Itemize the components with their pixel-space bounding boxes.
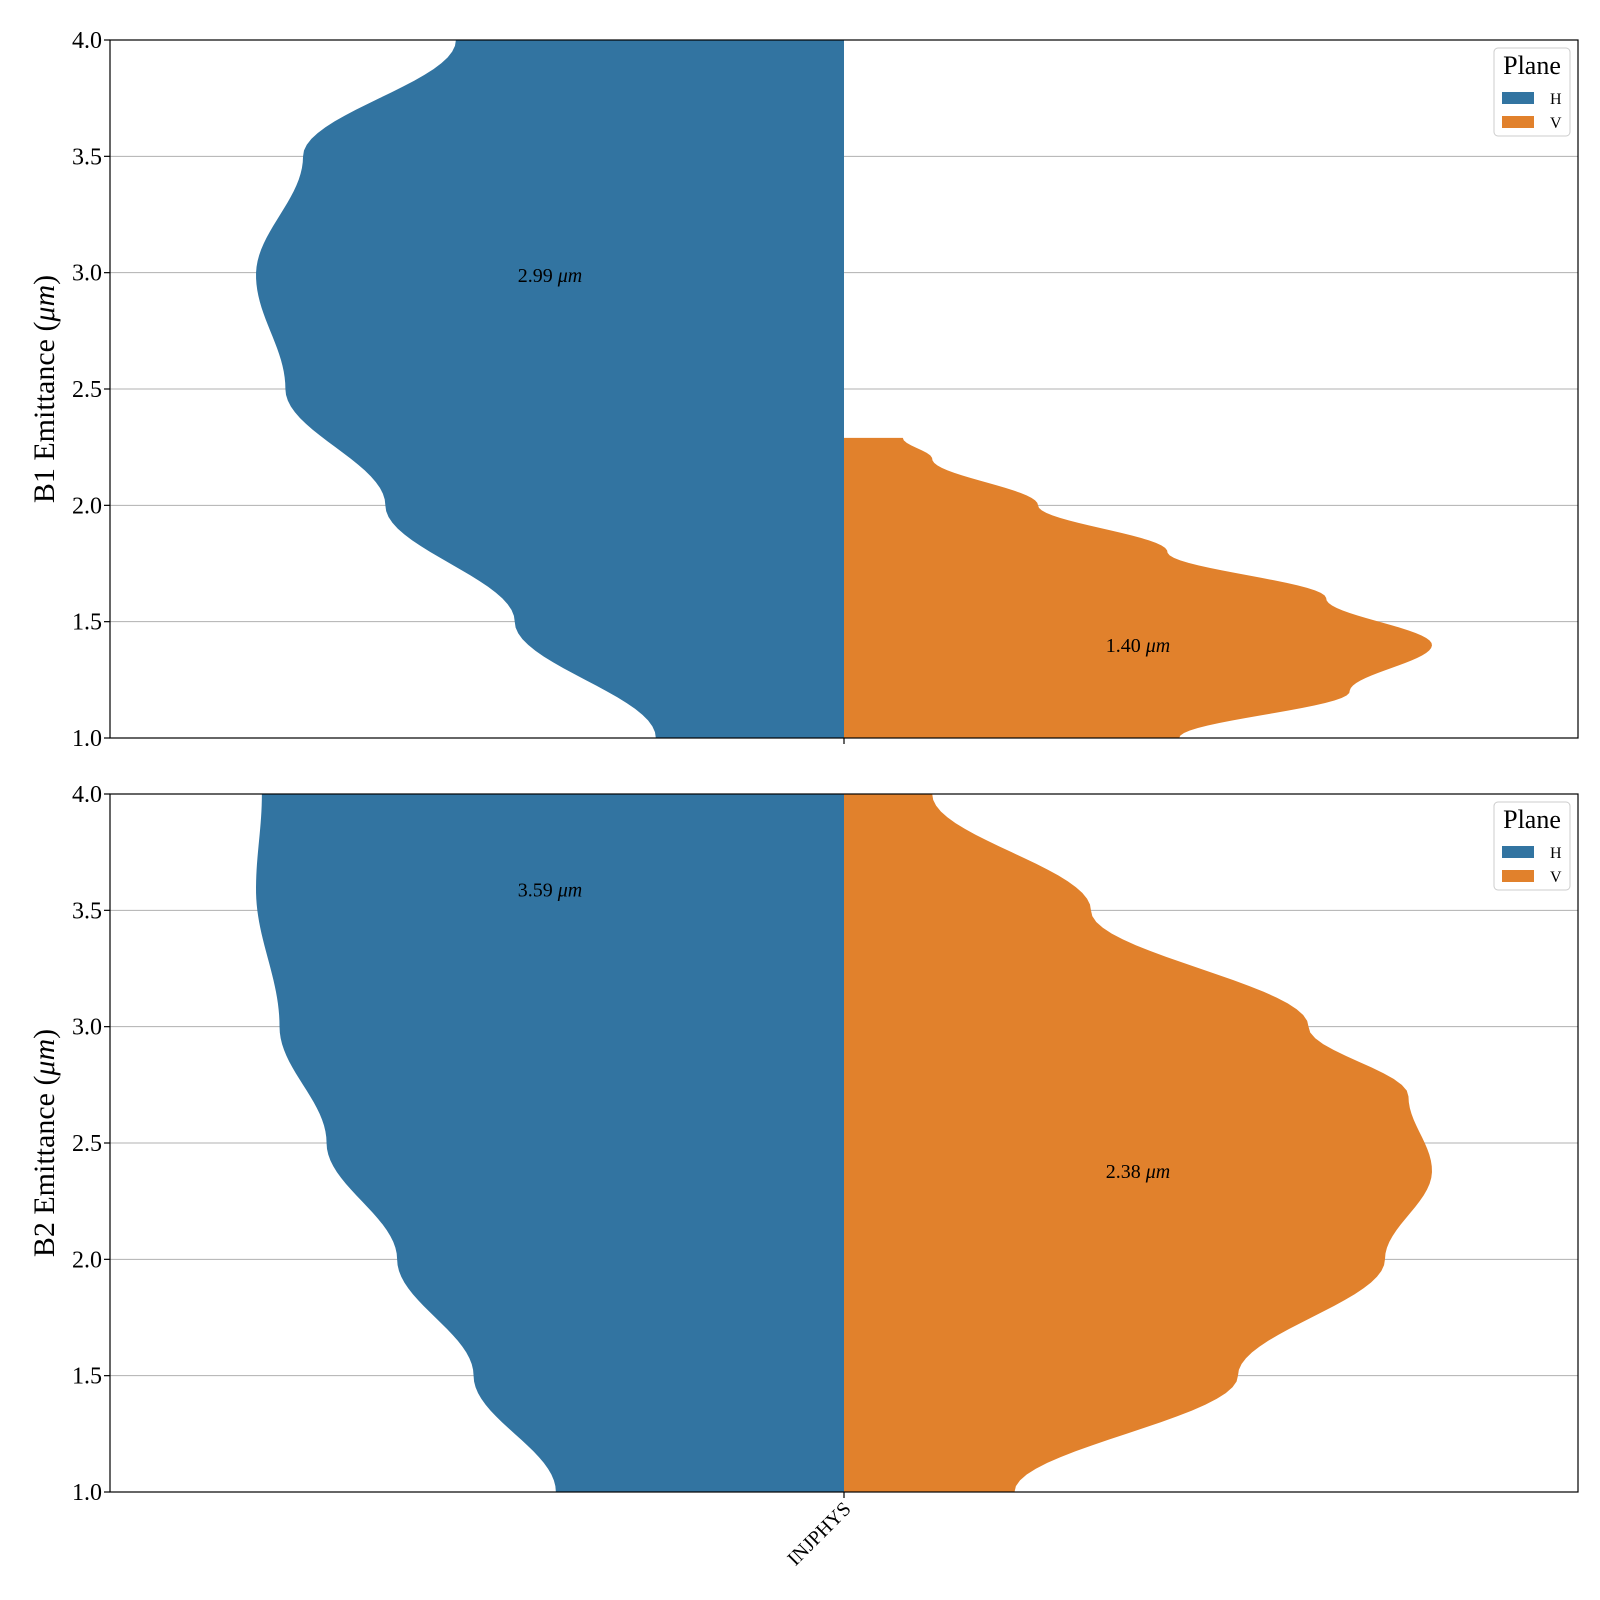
median-label-h: 2.99 μm — [518, 265, 582, 287]
legend: Plane HV — [1493, 47, 1571, 137]
median-label-h: 3.59 μm — [518, 879, 582, 901]
violin-v-2 — [844, 794, 1432, 1492]
y-tick-label: 4.0 — [72, 782, 102, 808]
y-axis-label: B1 Emittance (μm) — [28, 275, 61, 503]
legend-title: Plane — [1503, 51, 1561, 80]
median-label-v: 2.38 μm — [1106, 1161, 1170, 1183]
legend-label-v: V — [1550, 869, 1562, 886]
median-label-v: 1.40 μm — [1106, 635, 1170, 657]
b2-emittance-panel: 3.59 μm 2.38 μm 1.0 1.5 2.0 2.5 3.0 3.5 4.0 B2 Em… — [28, 782, 1579, 1570]
y-tick-label: 1.5 — [72, 1364, 102, 1390]
legend-label-h: H — [1550, 91, 1562, 108]
y-tick-label: 3.5 — [72, 144, 102, 170]
y-tick-label: 2.5 — [72, 1131, 102, 1157]
y-tick-label: 1.0 — [72, 726, 102, 752]
y-tick-label: 2.0 — [72, 1247, 102, 1273]
legend-swatch-v — [1502, 116, 1534, 128]
x-tick-label: INJPHYS — [783, 1498, 855, 1570]
b1-emittance-panel: 2.99 μm 1.40 μm 1.0 1.5 2.0 2.5 3.0 3.5 4.0 B1 Em… — [28, 28, 1579, 752]
y-tick-label: 2.0 — [72, 493, 102, 519]
y-tick-label: 4.0 — [72, 28, 102, 54]
y-axis-label: B2 Emittance (μm) — [28, 1029, 61, 1257]
legend-label-v: V — [1550, 115, 1562, 132]
legend-swatch-h — [1502, 846, 1534, 858]
legend-swatch-v — [1502, 870, 1534, 882]
violin-h-2 — [256, 794, 844, 1492]
y-tick-label: 2.5 — [72, 377, 102, 403]
y-tick-label: 3.5 — [72, 898, 102, 924]
y-tick-label: 1.5 — [72, 610, 102, 636]
y-tick-label: 3.0 — [72, 261, 102, 287]
y-tick-label: 1.0 — [72, 1480, 102, 1506]
y-tick-label: 3.0 — [72, 1015, 102, 1041]
legend-label-h: H — [1550, 845, 1562, 862]
legend-swatch-h — [1502, 92, 1534, 104]
violin-v-1 — [844, 437, 1432, 738]
legend-title: Plane — [1503, 805, 1561, 834]
violin-h-1 — [256, 40, 844, 738]
legend: Plane HV — [1493, 801, 1571, 891]
